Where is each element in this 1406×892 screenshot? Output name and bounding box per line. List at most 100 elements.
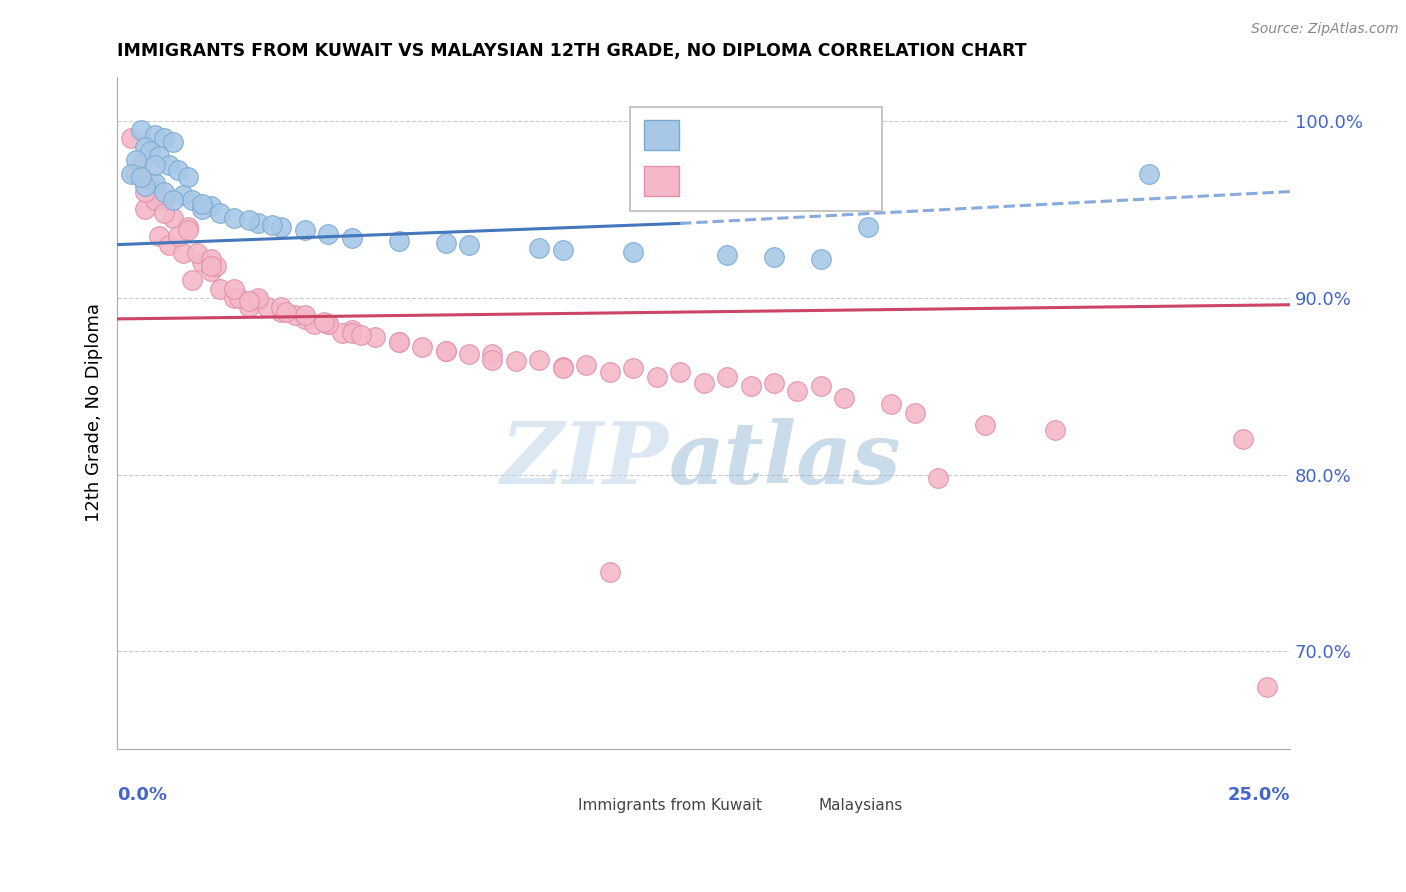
Point [162, 135, 184, 149]
Point [176, 223, 198, 237]
Point [1256, 680, 1278, 694]
Point [200, 259, 222, 273]
FancyBboxPatch shape [540, 794, 569, 818]
Point [143, 158, 166, 172]
Point [316, 317, 339, 331]
Point [200, 199, 222, 213]
Point [810, 379, 832, 393]
Point [238, 212, 260, 227]
Point [153, 131, 176, 145]
Point [481, 352, 503, 367]
Point [312, 315, 335, 329]
Point [143, 185, 166, 199]
Point [904, 406, 927, 420]
Point [364, 329, 387, 343]
Point [1045, 423, 1067, 437]
Point [270, 300, 292, 314]
Point [810, 252, 832, 266]
Point [190, 202, 212, 217]
Text: R = 0.028: R = 0.028 [690, 171, 797, 190]
Point [974, 417, 997, 432]
Point [176, 170, 198, 185]
Point [270, 305, 292, 319]
Text: atlas: atlas [668, 418, 901, 501]
Point [411, 340, 433, 354]
Point [129, 170, 152, 185]
Point [129, 158, 152, 172]
Point [238, 300, 260, 314]
Text: Source: ZipAtlas.com: Source: ZipAtlas.com [1251, 22, 1399, 37]
Point [134, 202, 156, 217]
Point [228, 291, 250, 305]
Point [153, 206, 176, 220]
Point [645, 370, 668, 384]
Point [270, 219, 292, 234]
Text: 0.0%: 0.0% [117, 786, 167, 804]
Point [246, 294, 269, 309]
Point [153, 194, 176, 208]
Point [505, 354, 527, 368]
Point [181, 194, 204, 208]
Point [786, 384, 808, 399]
Point [181, 273, 204, 287]
Point [529, 352, 551, 367]
Point [302, 317, 325, 331]
Text: IMMIGRANTS FROM KUWAIT VS MALAYSIAN 12TH GRADE, NO DIPLOMA CORRELATION CHART: IMMIGRANTS FROM KUWAIT VS MALAYSIAN 12TH… [117, 42, 1026, 60]
FancyBboxPatch shape [644, 120, 679, 150]
Text: 25.0%: 25.0% [1227, 786, 1291, 804]
Point [186, 246, 208, 260]
Point [139, 144, 162, 158]
Text: R = 0.078: R = 0.078 [690, 126, 797, 145]
Point [260, 218, 283, 232]
Point [148, 228, 170, 243]
Text: N = 43: N = 43 [797, 126, 870, 145]
Point [200, 252, 222, 266]
Point [388, 334, 411, 349]
Point [162, 211, 184, 225]
Point [204, 259, 226, 273]
Point [1137, 167, 1160, 181]
Point [692, 376, 714, 390]
FancyBboxPatch shape [630, 107, 882, 211]
Point [458, 347, 481, 361]
Point [172, 188, 194, 202]
Text: ZIP: ZIP [501, 418, 668, 501]
Point [120, 167, 142, 181]
Point [274, 305, 297, 319]
Text: Malaysians: Malaysians [818, 798, 903, 814]
Point [125, 153, 148, 167]
Point [294, 223, 316, 237]
Point [256, 300, 278, 314]
Point [162, 194, 184, 208]
Point [167, 163, 190, 178]
Point [762, 250, 785, 264]
Point [575, 358, 598, 372]
Point [599, 365, 621, 379]
Point [458, 237, 481, 252]
Point [125, 167, 148, 181]
Point [621, 361, 644, 376]
Point [129, 122, 152, 136]
Point [153, 185, 176, 199]
Point [740, 379, 762, 393]
Point [224, 282, 246, 296]
Point [139, 176, 162, 190]
Point [716, 370, 738, 384]
Point [551, 361, 574, 376]
Point [246, 216, 269, 230]
Point [284, 309, 307, 323]
Point [238, 294, 260, 309]
Point [209, 206, 232, 220]
FancyBboxPatch shape [780, 794, 810, 818]
Point [856, 219, 879, 234]
Point [669, 365, 692, 379]
Point [316, 317, 339, 331]
Point [1232, 432, 1254, 446]
Point [200, 264, 222, 278]
Point [434, 235, 457, 250]
Point [209, 282, 232, 296]
Point [134, 179, 156, 194]
Point [599, 565, 621, 579]
Point [716, 248, 738, 262]
Point [120, 131, 142, 145]
